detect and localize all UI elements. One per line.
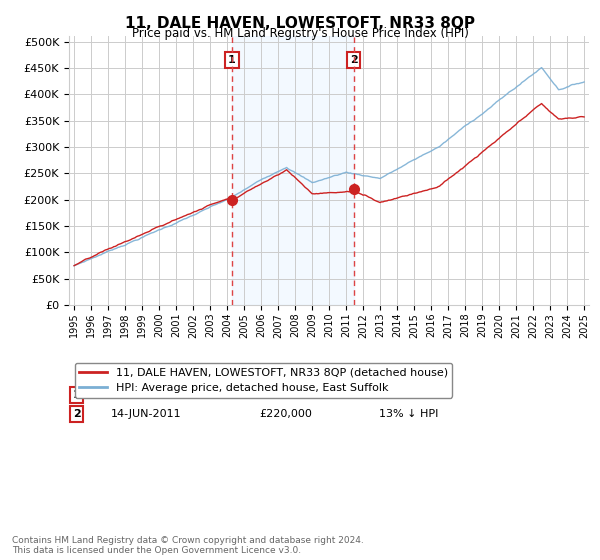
Legend: 11, DALE HAVEN, LOWESTOFT, NR33 8QP (detached house), HPI: Average price, detach: 11, DALE HAVEN, LOWESTOFT, NR33 8QP (det… [74,363,452,398]
Text: 14-JUN-2011: 14-JUN-2011 [110,409,181,419]
Text: 1: 1 [73,390,80,400]
Text: 2: 2 [73,409,80,419]
Text: Price paid vs. HM Land Registry's House Price Index (HPI): Price paid vs. HM Land Registry's House … [131,27,469,40]
Text: £198,950: £198,950 [259,390,312,400]
Text: This data is licensed under the Open Government Licence v3.0.: This data is licensed under the Open Gov… [12,545,301,555]
Bar [232,36,354,305]
Text: 19-APR-2004: 19-APR-2004 [110,390,182,400]
Text: £220,000: £220,000 [259,409,312,419]
Text: 13% ↓ HPI: 13% ↓ HPI [379,409,438,419]
Text: 4% ↓ HPI: 4% ↓ HPI [379,390,431,400]
Text: 1: 1 [228,55,236,65]
Text: Contains HM Land Registry data © Crown copyright and database right 2024.: Contains HM Land Registry data © Crown c… [12,536,364,545]
Text: 11, DALE HAVEN, LOWESTOFT, NR33 8QP: 11, DALE HAVEN, LOWESTOFT, NR33 8QP [125,16,475,31]
Text: 2: 2 [350,55,358,65]
